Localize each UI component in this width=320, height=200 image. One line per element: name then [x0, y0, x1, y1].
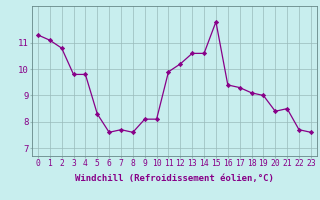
X-axis label: Windchill (Refroidissement éolien,°C): Windchill (Refroidissement éolien,°C)	[75, 174, 274, 183]
